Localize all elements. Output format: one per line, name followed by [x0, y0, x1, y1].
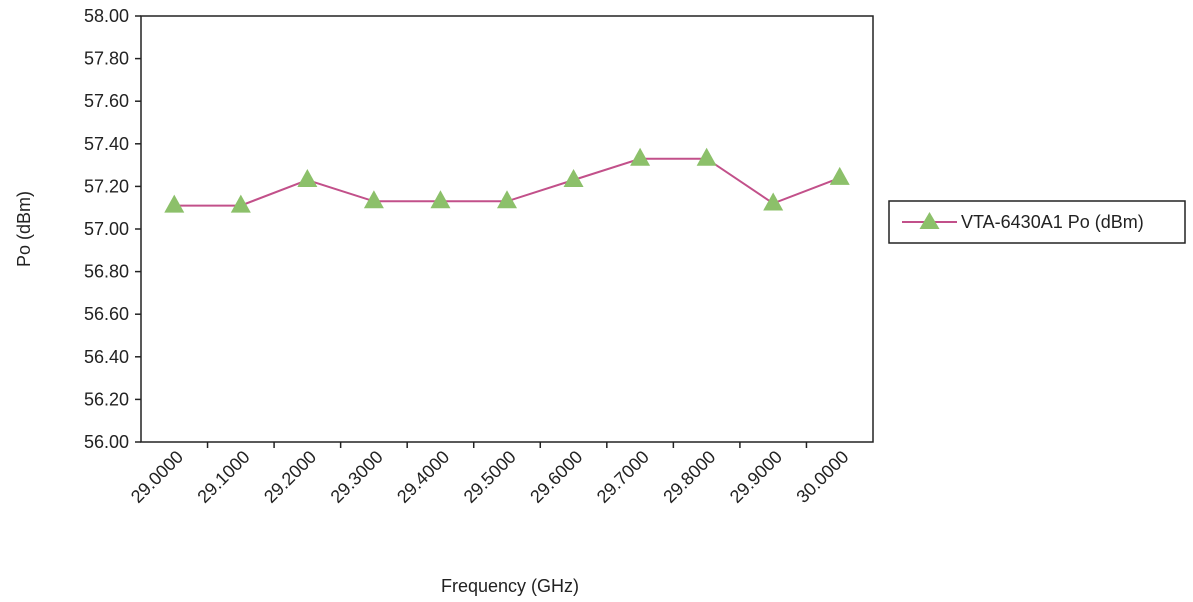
y-tick-label: 56.80 [84, 262, 129, 282]
x-tick-label: 29.6000 [526, 447, 586, 507]
data-point [763, 192, 784, 211]
x-axis-title: Frequency (GHz) [441, 576, 579, 596]
y-tick-label: 57.20 [84, 176, 129, 196]
data-point [230, 194, 251, 213]
y-tick-label: 57.80 [84, 49, 129, 69]
legend-marker [919, 212, 940, 229]
x-tick-label: 29.7000 [593, 447, 653, 507]
x-tick-label: 29.9000 [726, 447, 786, 507]
x-tick-label: 29.5000 [460, 447, 520, 507]
data-point [696, 147, 717, 166]
data-point [563, 169, 584, 188]
data-point [430, 190, 451, 209]
data-point [297, 169, 318, 188]
data-point [164, 194, 185, 213]
y-tick-label: 57.00 [84, 219, 129, 239]
x-tick-label: 29.4000 [393, 447, 453, 507]
series [164, 147, 850, 213]
y-tick-label: 56.40 [84, 347, 129, 367]
x-tick-label: 30.0000 [792, 447, 852, 507]
y-tick-label: 57.40 [84, 134, 129, 154]
y-axis: 56.00 56.20 56.40 56.60 56.80 57.00 57.20 57.40… [84, 6, 141, 452]
plot-area [140, 15, 874, 443]
x-tick-label: 29.3000 [327, 447, 387, 507]
y-axis-title: Po (dBm) [14, 191, 34, 267]
y-tick-label: 57.60 [84, 91, 129, 111]
y-tick-label: 56.60 [84, 304, 129, 324]
data-point [497, 190, 517, 209]
y-tick-label: 56.20 [84, 389, 129, 409]
plot-frame [140, 15, 874, 443]
x-tick-label: 29.0000 [127, 447, 187, 507]
legend: VTA-6430A1 Po (dBm) [888, 200, 1186, 244]
data-point [630, 147, 651, 166]
x-tick-label: 29.1000 [193, 447, 253, 507]
x-axis: 29.0000 29.1000 29.2000 29.3000 29.4000 29.50… [127, 442, 853, 507]
data-point [363, 190, 384, 209]
y-tick-label: 56.00 [84, 432, 129, 452]
x-tick-label: 29.8000 [659, 447, 719, 507]
data-point [829, 166, 850, 185]
legend-label: VTA-6430A1 Po (dBm) [961, 212, 1144, 232]
x-tick-label: 29.2000 [260, 447, 320, 507]
y-tick-label: 58.00 [84, 6, 129, 26]
